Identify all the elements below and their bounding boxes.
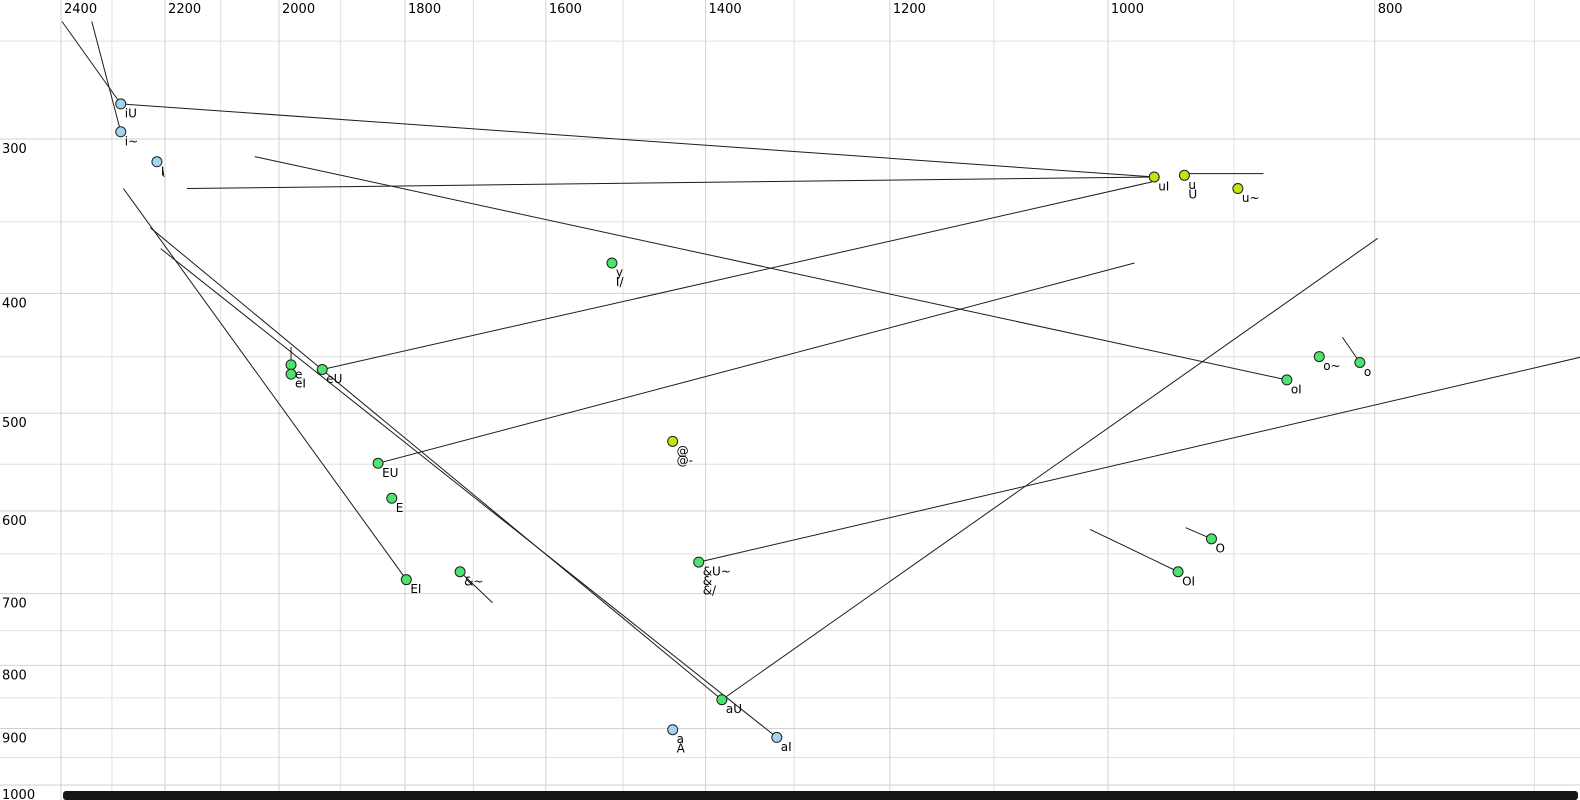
x-axis-tick-label: 2400: [64, 2, 97, 17]
data-point-&U~[interactable]: [693, 556, 705, 568]
y-axis-tick-label: 600: [2, 514, 27, 529]
point-label-I: I: [161, 164, 165, 178]
data-point-aU[interactable]: [716, 694, 728, 706]
trajectory-line-to-EI: [122, 188, 407, 580]
point-label-e: e: [295, 367, 302, 381]
data-point-u~[interactable]: [1232, 183, 1244, 195]
point-label-oI: oI: [1291, 382, 1302, 396]
point-label-EI: EI: [410, 582, 421, 596]
y-axis-tick-label: 500: [2, 416, 27, 431]
point-label-&~: &~: [464, 574, 483, 588]
point-label-&U~: &/: [703, 584, 717, 598]
point-label-u: u: [1188, 178, 1196, 192]
point-label-@: @: [677, 444, 689, 458]
data-point-@[interactable]: [667, 435, 679, 447]
data-point-a[interactable]: [667, 724, 679, 736]
trajectory-line-eU-line: [322, 181, 1152, 371]
data-point-I[interactable]: [151, 156, 163, 168]
trajectory-line-EU-line: [377, 262, 1135, 464]
point-label-eU: eU: [326, 372, 342, 386]
y-axis-tick-label: 800: [2, 668, 27, 683]
data-point-O[interactable]: [1205, 533, 1217, 545]
point-label-EU: EU: [382, 466, 398, 480]
x-axis-tick-label: 1600: [549, 2, 582, 17]
point-label-OI: OI: [1182, 574, 1195, 588]
y-axis-tick-label: 1000: [2, 788, 35, 800]
trajectory-line-I-stub: [162, 170, 165, 178]
point-label-iU: iU: [125, 106, 137, 120]
y-axis-tick-label: 400: [2, 296, 27, 311]
data-point-oI[interactable]: [1281, 374, 1293, 386]
data-point-o~[interactable]: [1313, 351, 1325, 363]
point-label-eI: eI: [295, 377, 306, 391]
point-label-aU: aU: [726, 702, 742, 716]
point-label-&U~: &U~: [703, 565, 731, 579]
data-point-EI[interactable]: [400, 574, 412, 586]
data-point-OI[interactable]: [1172, 566, 1184, 578]
y-axis-tick-label: 900: [2, 732, 27, 747]
trajectory-line-aU-up: [721, 237, 1379, 701]
point-label-u~: u~: [1242, 191, 1260, 205]
point-label-o~: o~: [1323, 359, 1340, 373]
trajectory-line-to-aI: [160, 248, 778, 738]
data-point-&~[interactable]: [454, 566, 466, 578]
trajectory-line-into-i~: [91, 21, 122, 132]
trajectory-line-to-oI: [254, 156, 1287, 381]
trajectory-line-iU-to-uI: [120, 103, 1155, 178]
trajectory-line-into-OI: [1089, 528, 1179, 573]
x-axis-tick-label: 2200: [168, 2, 201, 17]
data-point-u[interactable]: [1178, 169, 1190, 181]
data-point-i~[interactable]: [115, 126, 127, 138]
point-label-aI: aI: [781, 740, 792, 754]
data-point-EU[interactable]: [372, 457, 384, 469]
point-label-i~: i~: [125, 134, 138, 148]
y-axis-tick-label: 300: [2, 142, 27, 157]
point-label-u: U: [1188, 187, 1197, 201]
trajectory-line-to-uI-2: [186, 176, 1155, 190]
x-axis-tick-label: 1400: [709, 2, 742, 17]
point-label-a: a: [677, 732, 684, 746]
y-axis-tick-label: 700: [2, 597, 27, 612]
data-point-uI[interactable]: [1148, 171, 1160, 183]
point-label-&U~: &: [703, 574, 712, 588]
data-point-eU[interactable]: [316, 364, 328, 376]
trajectory-line-to-aU: [150, 227, 723, 701]
x-axis-tick-label: 2000: [282, 2, 315, 17]
point-label-o: o: [1364, 365, 1371, 379]
trajectory-line-into-iU: [61, 21, 122, 105]
point-label-O: O: [1215, 541, 1224, 555]
x-axis-tick-label: 800: [1378, 2, 1403, 17]
data-point-aI[interactable]: [771, 731, 783, 743]
point-label-E: E: [396, 501, 404, 515]
trajectory-line-&U~-line: [698, 356, 1580, 563]
x-axis-tick-label: 1000: [1111, 2, 1144, 17]
data-point-E[interactable]: [386, 492, 398, 504]
point-label-y: I/: [616, 275, 625, 289]
trajectory-line-&~-line: [459, 571, 493, 604]
data-point-iU[interactable]: [115, 98, 127, 110]
point-label-y: y: [616, 266, 623, 280]
horizontal-scrollbar-thumb[interactable]: [63, 791, 1578, 800]
x-axis-tick-label: 1800: [408, 2, 441, 17]
data-point-y[interactable]: [606, 257, 618, 269]
data-point-eI[interactable]: [285, 368, 297, 380]
point-label-@: @-: [677, 453, 693, 467]
x-axis-tick-label: 1200: [893, 2, 926, 17]
point-label-a: A: [677, 742, 686, 756]
point-label-uI: uI: [1158, 179, 1169, 193]
data-point-o[interactable]: [1354, 357, 1366, 369]
